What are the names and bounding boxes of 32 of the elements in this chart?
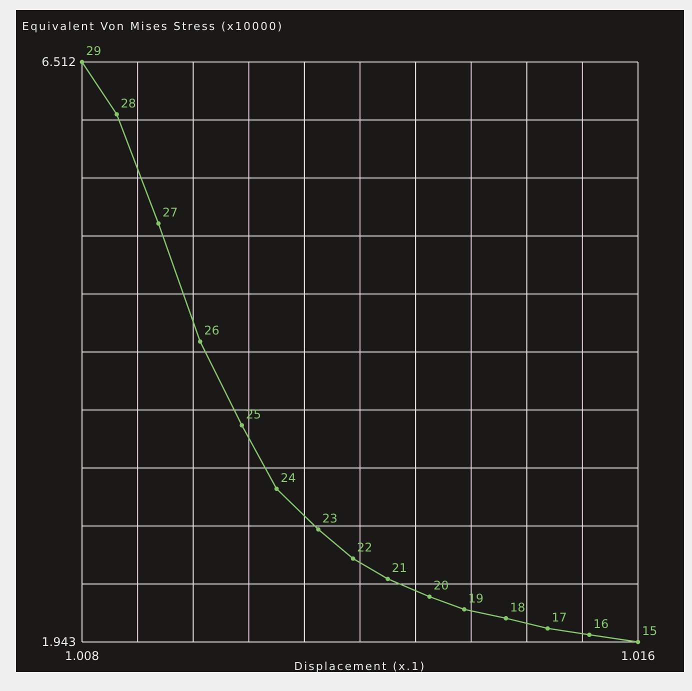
point: [350, 556, 356, 561]
point: [462, 607, 466, 612]
annotation: 29: [86, 44, 102, 58]
point: [316, 527, 320, 532]
x-tick-label: 1.016: [620, 649, 656, 663]
annotation: 21: [392, 560, 408, 575]
point: [198, 339, 202, 344]
point: [587, 632, 592, 637]
y-tick-label: 1.943: [42, 635, 76, 649]
annotation: 16: [593, 616, 609, 631]
point: [504, 616, 508, 620]
y-axis-title: Equivalent Von Mises Stress (x10000): [22, 20, 284, 33]
annotation: 18: [510, 600, 526, 614]
point: [636, 640, 640, 644]
point: [240, 423, 244, 428]
point: [114, 112, 119, 116]
y-tick-label: 6.512: [42, 55, 76, 69]
point: [427, 594, 432, 599]
point: [156, 221, 161, 226]
annotation: 28: [120, 96, 136, 110]
x-tick-label: 1.008: [64, 649, 100, 663]
annotation: 24: [280, 470, 296, 485]
point: [80, 60, 84, 64]
annotation: 17: [552, 610, 567, 624]
point: [545, 626, 550, 631]
point: [274, 486, 279, 491]
x-axis-title: Displacement (x.1): [294, 660, 426, 673]
point: [386, 576, 390, 582]
annotation: 26: [204, 324, 220, 338]
annotation: 27: [162, 205, 178, 220]
annotation: 23: [322, 511, 338, 526]
annotation: 15: [642, 624, 658, 638]
